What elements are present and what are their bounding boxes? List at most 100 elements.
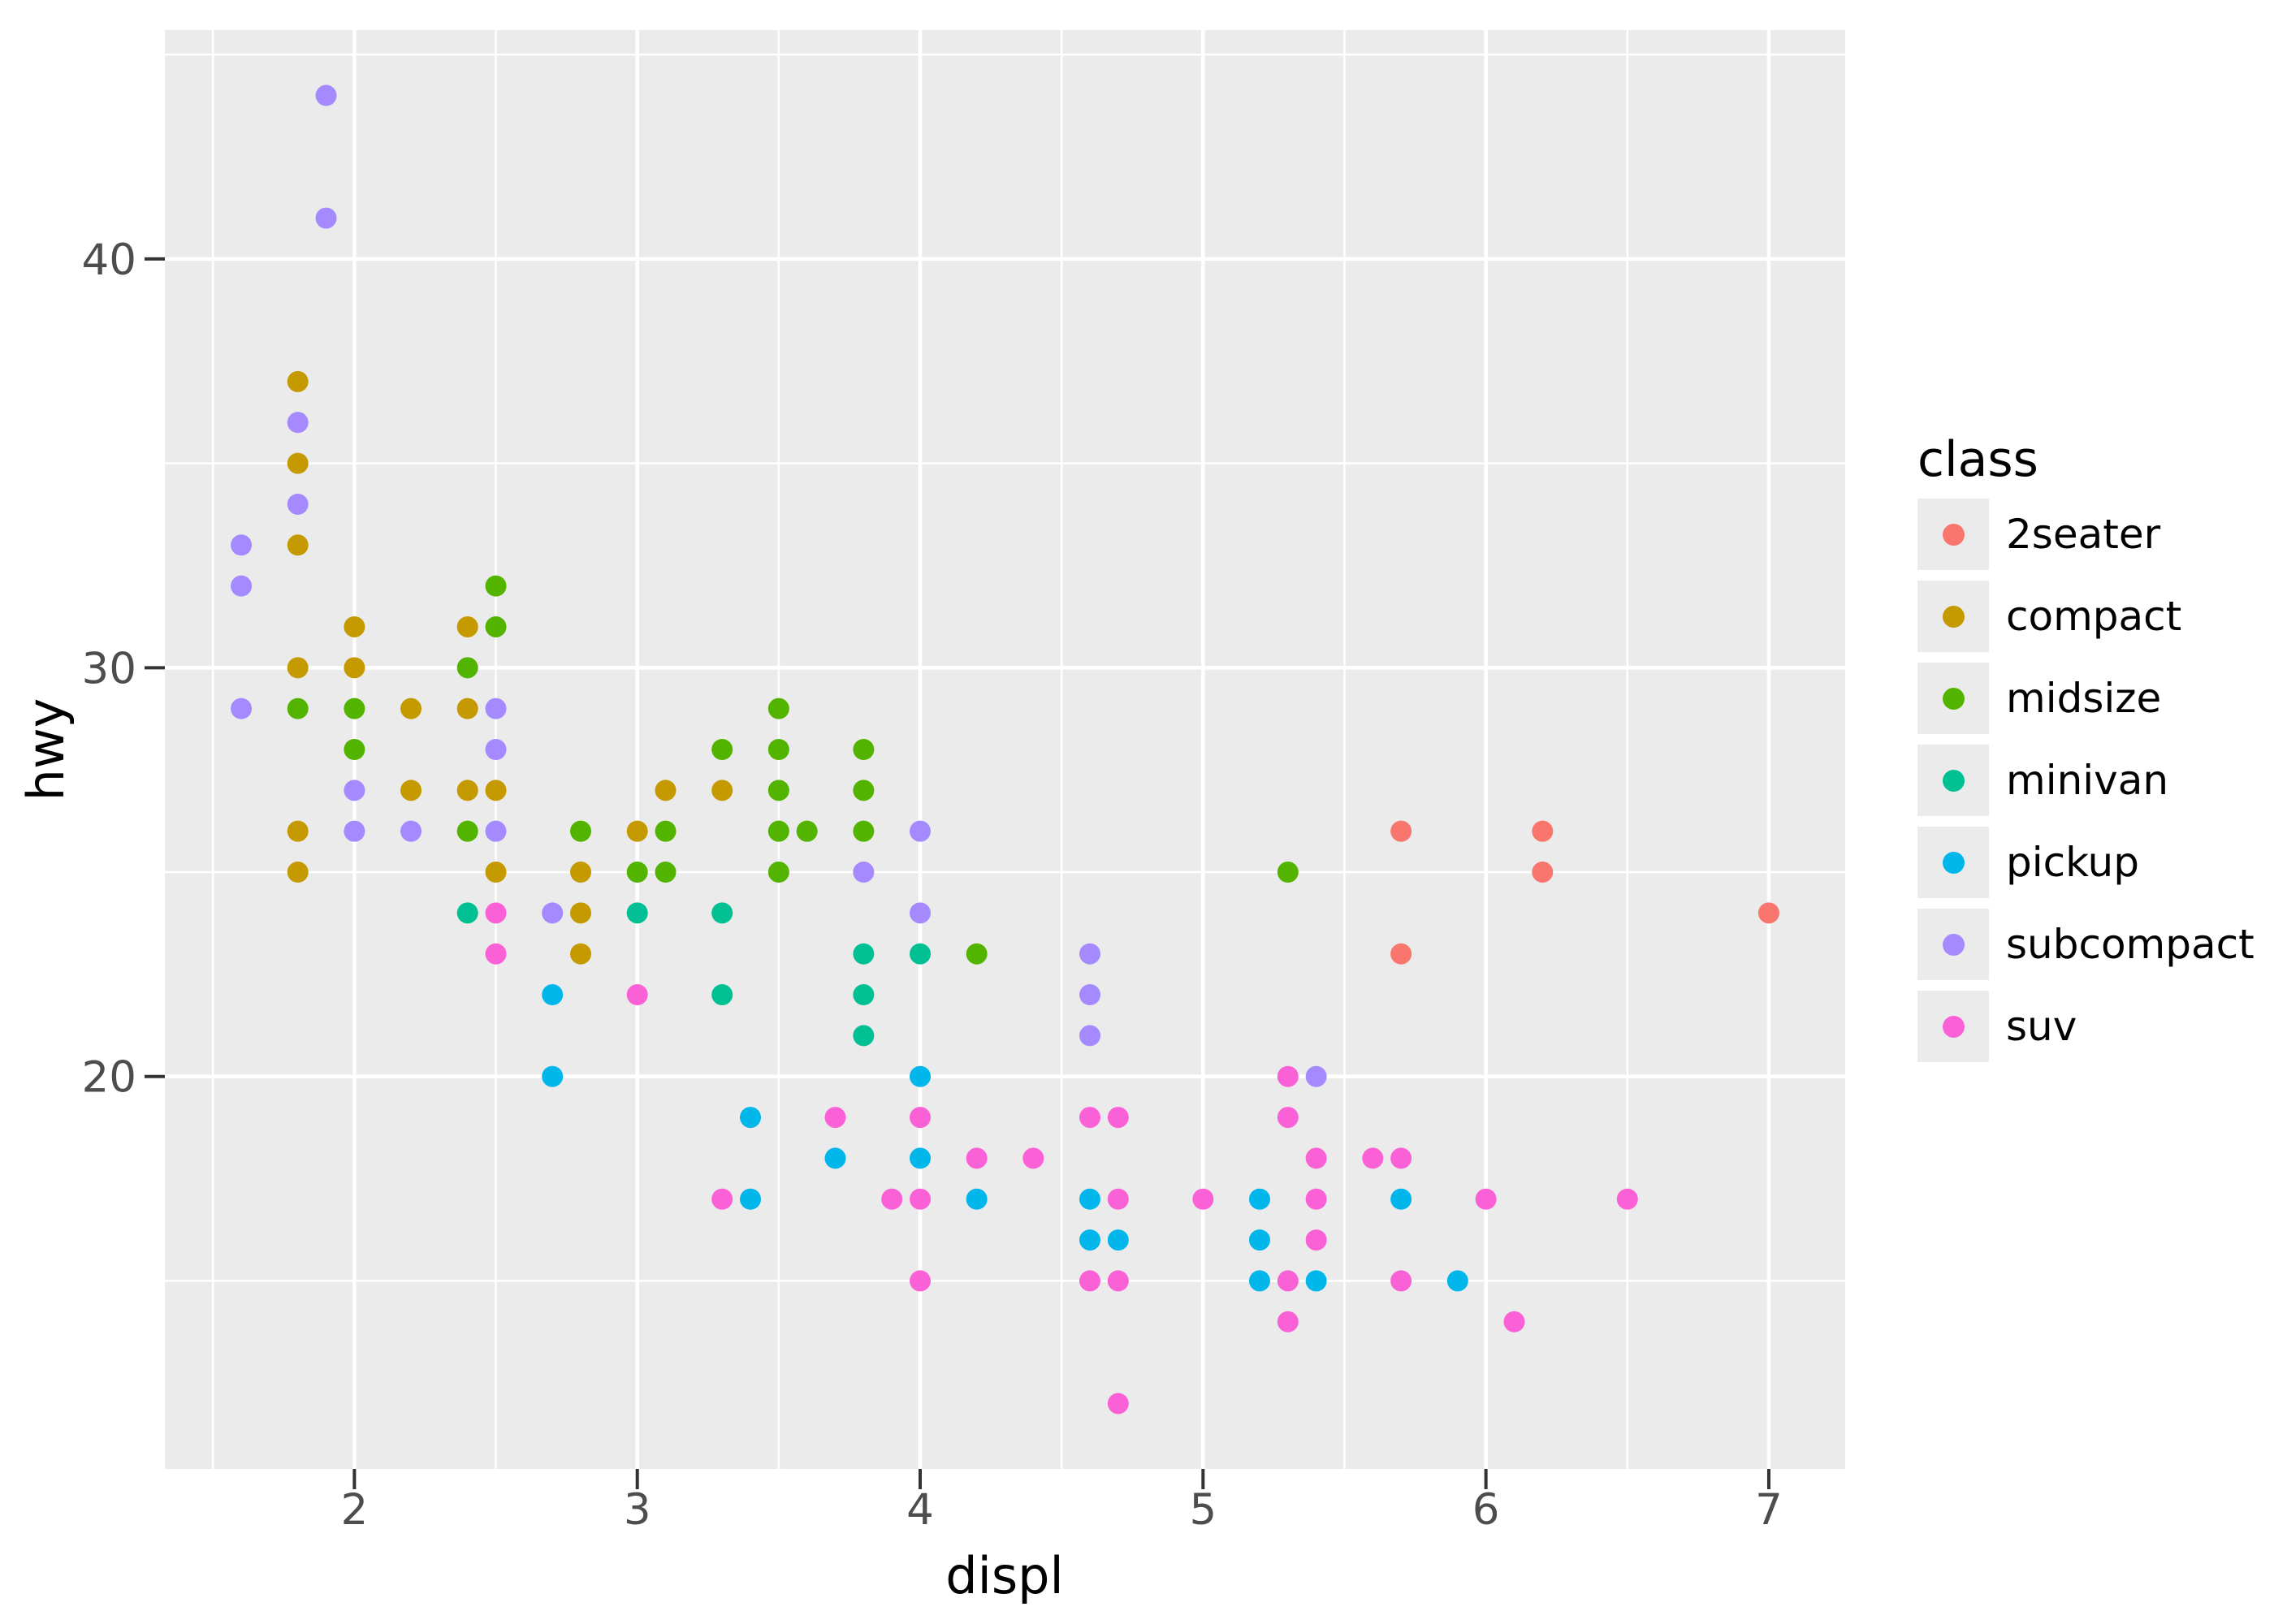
data-point-2seater bbox=[1390, 943, 1412, 965]
data-point-midsize bbox=[767, 698, 789, 719]
data-point-pickup bbox=[740, 1107, 762, 1129]
data-point-minivan bbox=[910, 943, 932, 965]
data-point-midsize bbox=[485, 615, 507, 637]
data-point-midsize bbox=[287, 698, 309, 719]
data-point-compact bbox=[570, 943, 592, 965]
data-point-pickup bbox=[910, 1147, 932, 1169]
legend-item-subcompact: subcompact bbox=[1917, 909, 2255, 980]
data-point-suv bbox=[711, 1188, 733, 1210]
data-point-compact bbox=[400, 698, 422, 719]
legend-title: class bbox=[1917, 431, 2038, 488]
data-point-subcompact bbox=[485, 820, 507, 842]
data-point-compact bbox=[287, 452, 309, 474]
data-point-2seater bbox=[1757, 902, 1779, 924]
data-point-suv bbox=[1277, 1270, 1299, 1292]
data-point-compact bbox=[400, 780, 422, 801]
data-point-pickup bbox=[1305, 1270, 1327, 1292]
data-point-subcompact bbox=[231, 534, 253, 556]
data-point-suv bbox=[626, 984, 648, 1006]
data-point-midsize bbox=[767, 780, 789, 801]
data-point-suv bbox=[1079, 1107, 1100, 1129]
legend-key-subcompact bbox=[1917, 909, 1989, 980]
legend-dot-icon-midsize bbox=[1942, 687, 1965, 710]
data-point-midsize bbox=[485, 575, 507, 597]
legend-dot-icon-pickup bbox=[1942, 851, 1965, 874]
data-point-midsize bbox=[1277, 862, 1299, 883]
data-point-midsize bbox=[655, 820, 677, 842]
data-point-midsize bbox=[767, 862, 789, 883]
legend-dot-icon-2seater bbox=[1942, 523, 1965, 546]
data-point-compact bbox=[485, 862, 507, 883]
legend-items: 2seater compact midsize minivan pickup subcom… bbox=[1917, 499, 2255, 1062]
data-point-suv bbox=[1277, 1065, 1299, 1087]
data-point-compact bbox=[485, 780, 507, 801]
data-point-midsize bbox=[767, 820, 789, 842]
legend-key-pickup bbox=[1917, 827, 1989, 898]
data-point-suv bbox=[1305, 1229, 1327, 1251]
data-point-midsize bbox=[853, 780, 875, 801]
data-point-suv bbox=[1305, 1147, 1327, 1169]
data-point-compact bbox=[570, 862, 592, 883]
legend-label-pickup: pickup bbox=[2006, 839, 2139, 886]
data-point-midsize bbox=[456, 657, 478, 679]
data-point-midsize bbox=[711, 739, 733, 760]
data-point-subcompact bbox=[542, 902, 564, 924]
data-point-midsize bbox=[570, 820, 592, 842]
x-tick-label-2: 2 bbox=[341, 1485, 369, 1535]
y-tick-label-40: 40 bbox=[82, 235, 136, 285]
data-point-midsize bbox=[853, 820, 875, 842]
data-point-suv bbox=[1277, 1107, 1299, 1129]
data-point-minivan bbox=[626, 902, 648, 924]
y-tick-label-20: 20 bbox=[82, 1053, 136, 1103]
data-point-suv bbox=[1362, 1147, 1384, 1169]
data-point-suv bbox=[1107, 1270, 1129, 1292]
data-point-subcompact bbox=[910, 902, 932, 924]
legend-key-midsize bbox=[1917, 663, 1989, 734]
data-point-suv bbox=[1022, 1147, 1044, 1169]
legend-label-2seater: 2seater bbox=[2006, 511, 2161, 558]
y-axis-title: hwy bbox=[16, 698, 76, 801]
data-point-compact bbox=[456, 698, 478, 719]
legend-key-2seater bbox=[1917, 499, 1989, 570]
data-point-midsize bbox=[853, 739, 875, 760]
data-point-compact bbox=[711, 780, 733, 801]
data-point-subcompact bbox=[315, 84, 337, 106]
data-point-subcompact bbox=[485, 739, 507, 760]
data-point-compact bbox=[287, 862, 309, 883]
data-point-subcompact bbox=[344, 780, 365, 801]
data-point-pickup bbox=[1079, 1188, 1100, 1210]
data-point-subcompact bbox=[315, 207, 337, 229]
data-point-2seater bbox=[1532, 862, 1554, 883]
data-point-suv bbox=[1277, 1311, 1299, 1332]
data-point-compact bbox=[287, 820, 309, 842]
data-point-suv bbox=[485, 943, 507, 965]
legend-label-compact: compact bbox=[2006, 593, 2182, 640]
data-point-minivan bbox=[711, 902, 733, 924]
legend-key-suv bbox=[1917, 991, 1989, 1062]
data-point-suv bbox=[910, 1188, 932, 1210]
x-axis-title: displ bbox=[945, 1546, 1064, 1605]
x-tick-label-6: 6 bbox=[1472, 1485, 1500, 1535]
data-point-suv bbox=[1192, 1188, 1214, 1210]
data-point-compact bbox=[287, 370, 309, 392]
data-point-pickup bbox=[1107, 1229, 1129, 1251]
panel-background bbox=[165, 30, 1845, 1469]
data-point-pickup bbox=[740, 1188, 762, 1210]
data-point-pickup bbox=[824, 1147, 846, 1169]
legend-item-suv: suv bbox=[1917, 991, 2255, 1062]
data-point-compact bbox=[287, 534, 309, 556]
legend-key-compact bbox=[1917, 581, 1989, 652]
data-point-suv bbox=[1107, 1107, 1129, 1129]
data-point-subcompact bbox=[485, 698, 507, 719]
data-point-minivan bbox=[853, 943, 875, 965]
data-point-pickup bbox=[1248, 1229, 1270, 1251]
data-point-suv bbox=[824, 1107, 846, 1129]
data-point-suv bbox=[910, 1270, 932, 1292]
data-point-midsize bbox=[655, 862, 677, 883]
data-point-suv bbox=[966, 1147, 988, 1169]
data-point-compact bbox=[570, 902, 592, 924]
legend-item-compact: compact bbox=[1917, 581, 2255, 652]
data-point-suv bbox=[1503, 1311, 1525, 1332]
data-point-minivan bbox=[853, 984, 875, 1006]
